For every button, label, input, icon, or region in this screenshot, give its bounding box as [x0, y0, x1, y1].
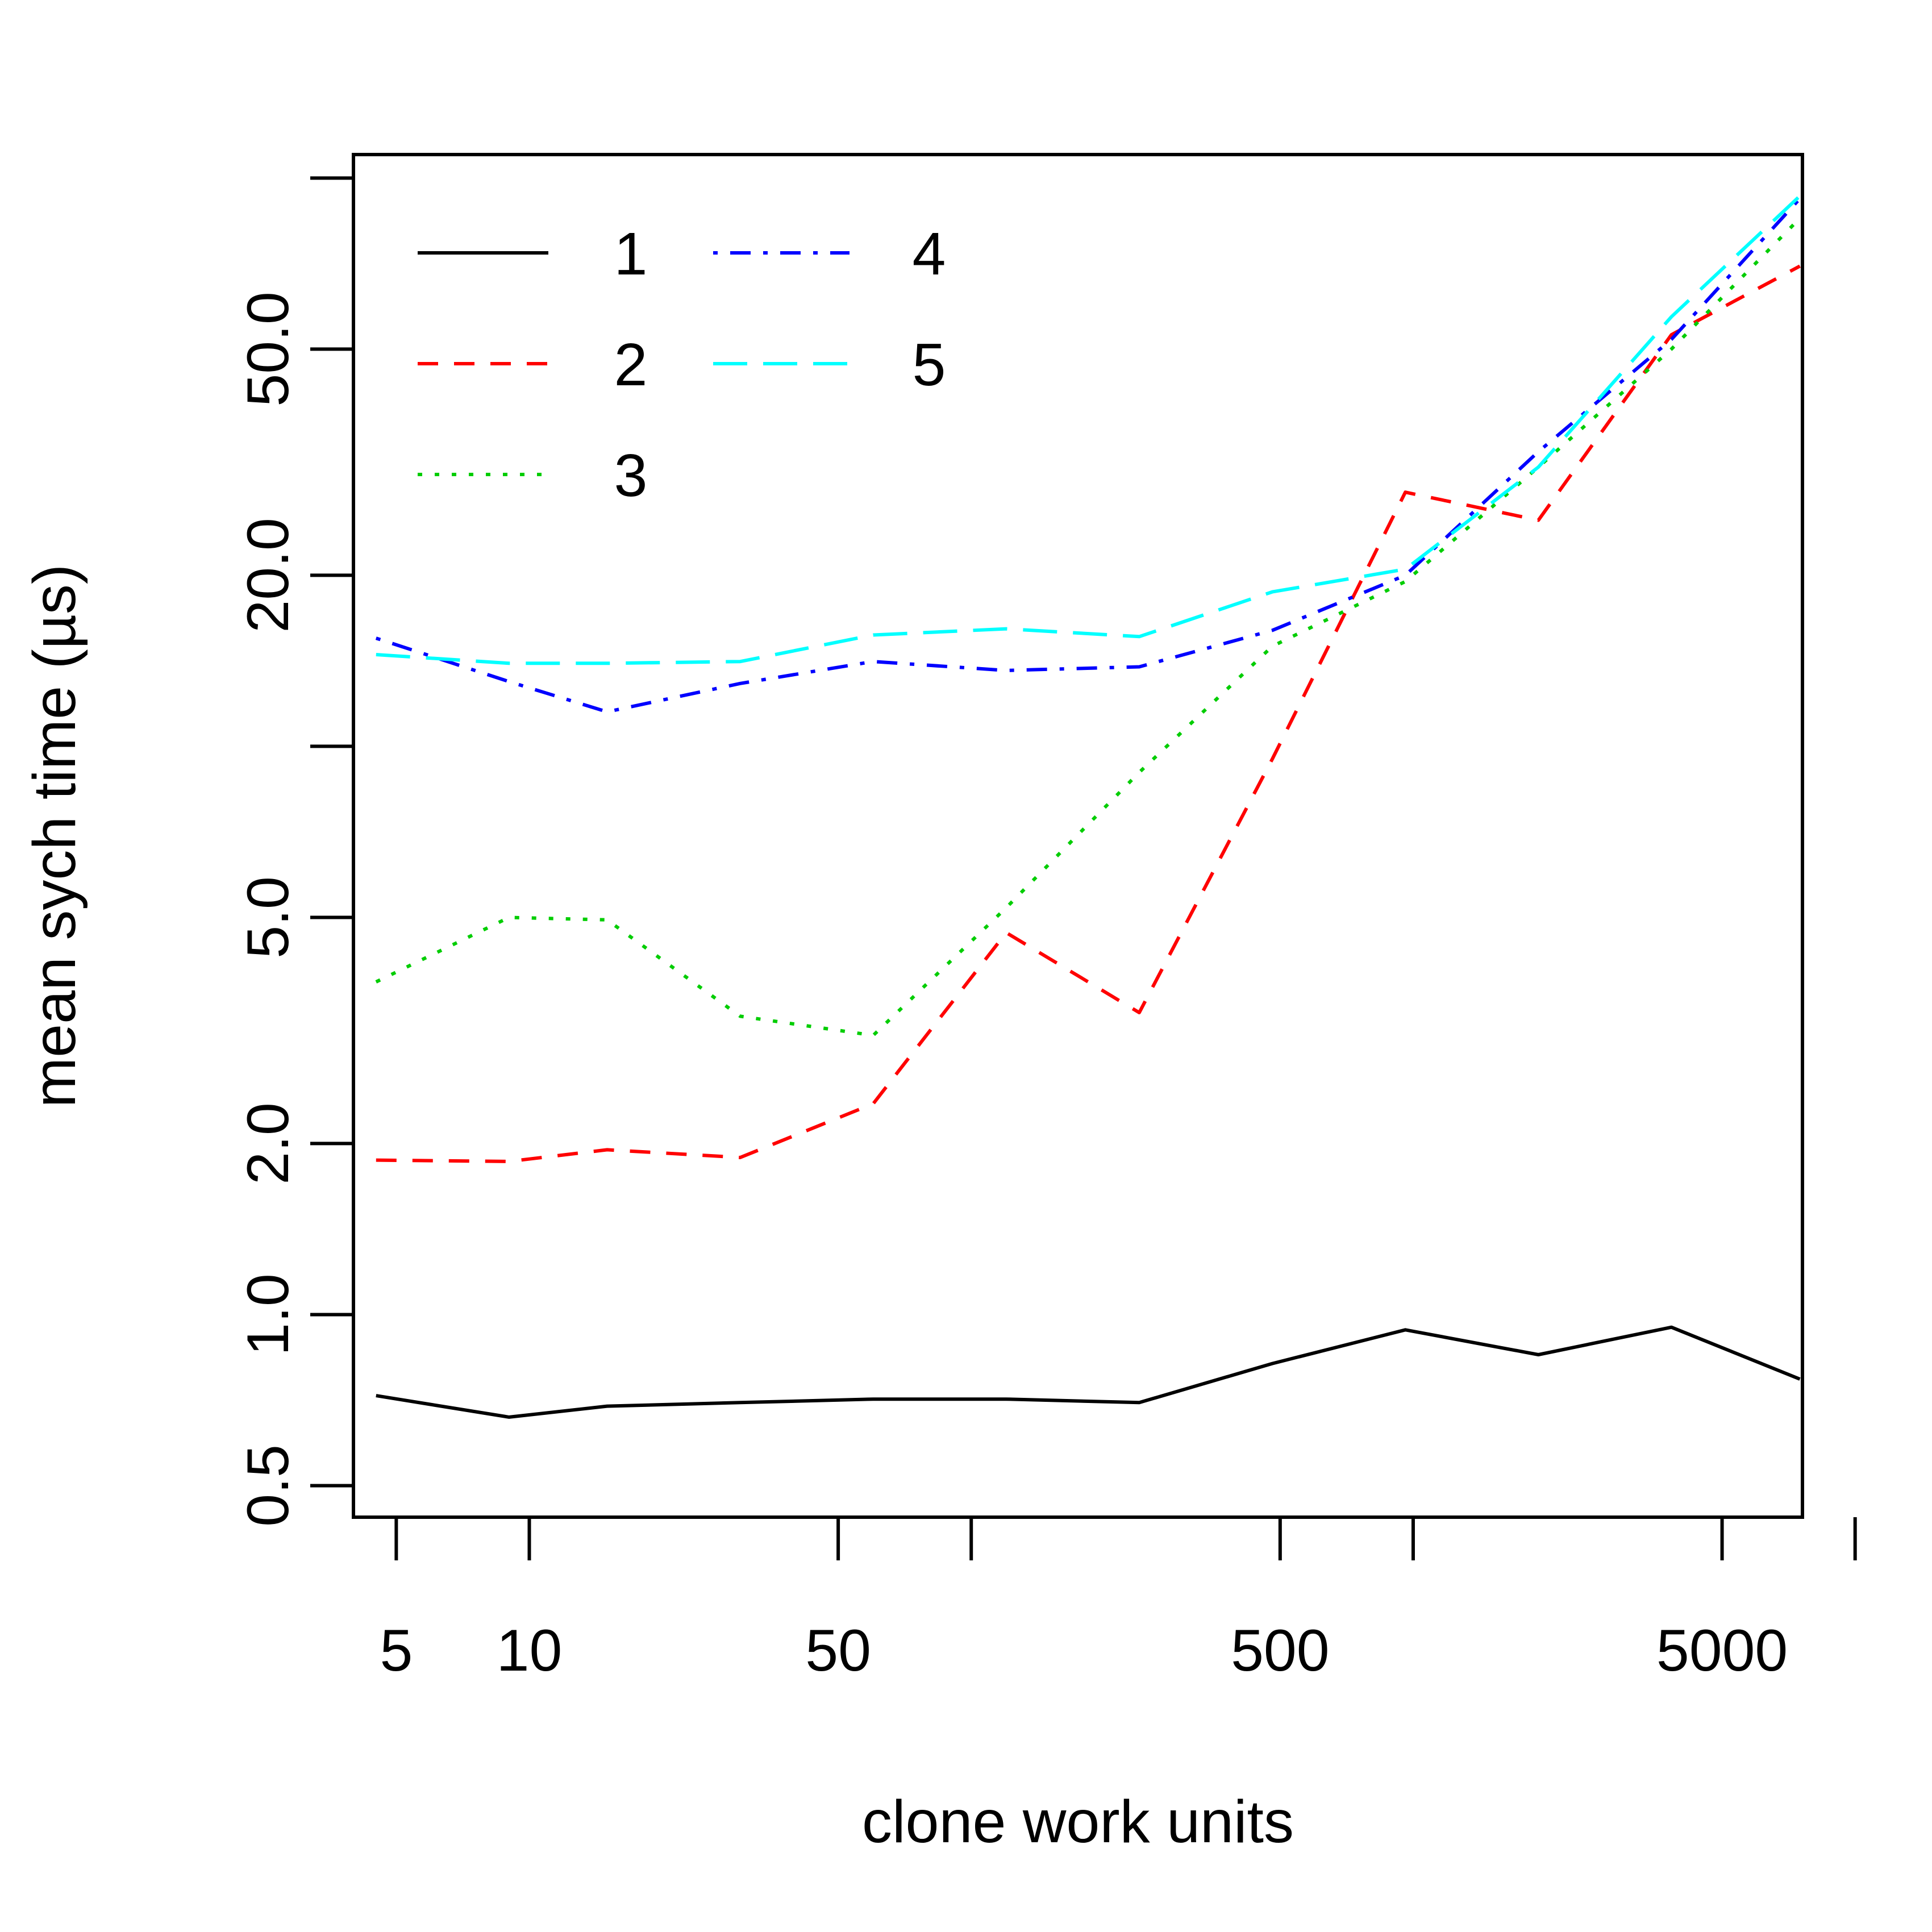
legend-label-4: 4 [913, 220, 946, 288]
series-line-2 [376, 264, 1801, 1163]
series-line-5 [376, 194, 1801, 665]
y-axis: 0.5 1.0 2.0 5.0 20.0 50.0 [235, 176, 353, 1527]
series-line-1 [376, 1325, 1801, 1419]
legend-label-3: 3 [614, 442, 648, 509]
y-tick-label: 50.0 [235, 292, 301, 406]
x-tick-label: 5 [380, 1618, 413, 1684]
y-tick-label: 2.0 [235, 1102, 301, 1185]
x-tick-label: 5000 [1656, 1618, 1788, 1684]
x-axis: 5 10 50 500 5000 [380, 1517, 1857, 1684]
y-tick-label: 5.0 [235, 876, 301, 959]
y-tick-label: 20.0 [235, 518, 301, 632]
legend-label-2: 2 [614, 331, 648, 398]
x-axis-title: clone work units [862, 1788, 1294, 1855]
x-tick-label: 500 [1231, 1618, 1330, 1684]
legend-label-1: 1 [614, 220, 648, 288]
y-axis-title: mean sych time (µs) [21, 564, 88, 1107]
x-tick-label: 10 [497, 1618, 563, 1684]
series-line-4 [375, 197, 1801, 714]
x-tick-label: 50 [805, 1618, 871, 1684]
y-tick-label: 0.5 [235, 1444, 301, 1527]
plot-frame [352, 153, 1804, 1519]
y-tick-label: 1.0 [235, 1273, 301, 1356]
legend: 1 2 3 4 5 [418, 220, 946, 509]
series-layer [375, 194, 1801, 1419]
legend-label-5: 5 [913, 331, 946, 398]
